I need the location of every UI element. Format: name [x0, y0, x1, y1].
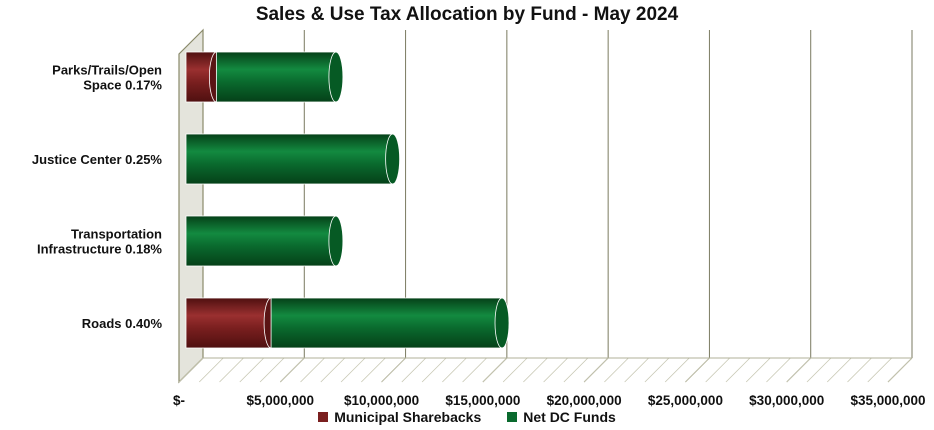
gridline-minor — [786, 357, 811, 383]
gridline-minor — [583, 357, 609, 383]
chart-title: Sales & Use Tax Allocation by Fund - May… — [255, 4, 679, 25]
bar-net-dc-funds-3 — [270, 297, 503, 349]
category-label-3: Roads 0.40% — [82, 316, 163, 331]
gridline-minor — [766, 357, 791, 383]
gridline-minor — [259, 357, 285, 383]
gridline-minor — [523, 357, 548, 383]
x-tick-label-4: $20,000,000 — [547, 393, 622, 408]
gridline-minor — [887, 357, 913, 383]
x-tick-label-0: $- — [173, 393, 185, 408]
gridline-minor — [502, 357, 528, 383]
bar-net-dc-funds-1 — [185, 133, 394, 185]
gridline-minor — [725, 357, 751, 383]
gridline-minor — [745, 357, 771, 383]
x-tick-label-5: $25,000,000 — [648, 393, 723, 408]
gridline-minor — [239, 357, 265, 383]
x-tick-label-7: $35,000,000 — [850, 393, 925, 408]
gridline-minor — [644, 357, 670, 383]
gridline-minor — [340, 357, 366, 383]
gridline-minor — [563, 357, 589, 383]
gridline-minor — [543, 357, 568, 383]
gridline-minor — [280, 357, 305, 383]
gridline-minor — [178, 357, 204, 383]
legend-item-net-dc-funds: Net DC Funds — [507, 409, 616, 425]
gridline-minor — [361, 357, 386, 383]
gridline-minor — [806, 357, 832, 383]
gridline-minor — [624, 357, 649, 383]
bar-municipal-sharebacks-3 — [185, 297, 272, 349]
bar-cap-1-1 — [385, 133, 401, 185]
gridline-minor — [421, 357, 447, 383]
gridline-minor — [401, 357, 427, 383]
gridline-minor — [219, 357, 244, 383]
gridline-minor — [604, 357, 629, 383]
legend-label-net-dc-funds: Net DC Funds — [523, 409, 616, 425]
bar-cap-1-2 — [328, 215, 344, 267]
gridline-minor — [482, 357, 508, 383]
category-label-2: Transportation Infrastructure 0.18% — [37, 227, 162, 257]
gridline-minor — [867, 357, 893, 383]
gridline-minor — [300, 357, 325, 383]
bar-cap-1-0 — [328, 51, 344, 103]
x-tick-label-3: $15,000,000 — [445, 393, 520, 408]
gridline-minor — [826, 357, 852, 383]
category-label-1: Justice Center 0.25% — [32, 152, 163, 167]
gridline-minor — [847, 357, 872, 383]
gridline-minor — [685, 357, 710, 383]
gridline-minor — [442, 357, 467, 383]
gridline-minor — [198, 357, 224, 383]
gridline-minor — [462, 357, 487, 383]
legend-swatch-net-dc-funds — [507, 412, 518, 422]
category-label-0: Parks/Trails/Open Space 0.17% — [52, 63, 162, 93]
x-tick-label-2: $10,000,000 — [344, 393, 419, 408]
x-tick-label-6: $30,000,000 — [749, 393, 824, 408]
legend-item-municipal-sharebacks: Municipal Sharebacks — [318, 409, 481, 425]
legend: Municipal Sharebacks Net DC Funds — [0, 409, 934, 425]
legend-swatch-municipal-sharebacks — [318, 412, 329, 422]
x-tick-label-1: $5,000,000 — [246, 393, 314, 408]
legend-label-municipal-sharebacks: Municipal Sharebacks — [334, 409, 482, 425]
bar-net-dc-funds-2 — [185, 215, 337, 267]
gridline-minor — [664, 357, 690, 383]
bar-net-dc-funds-0 — [215, 51, 337, 103]
bar-cap-1-3 — [494, 297, 510, 349]
gridline-minor — [320, 357, 346, 383]
gridline-minor — [381, 357, 406, 383]
gridline-minor — [705, 357, 730, 383]
